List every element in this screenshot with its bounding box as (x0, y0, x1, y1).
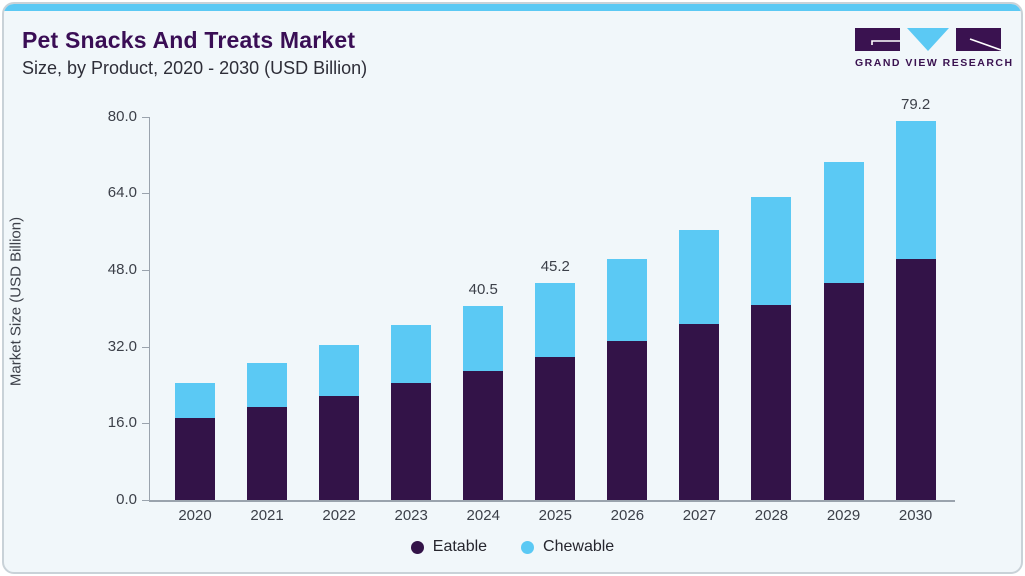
bar-2022-chewable-segment (319, 345, 360, 396)
y-tick-mark-48.0 (142, 270, 149, 272)
logo-r-block-icon (956, 28, 1001, 51)
bar-2029-eatable-segment (823, 283, 864, 500)
y-tick-label-0.0: 0.0 (116, 491, 137, 508)
x-axis-line (149, 500, 955, 502)
x-tick-label-2023: 2023 (394, 507, 428, 524)
bar-2026-chewable-segment (607, 258, 648, 342)
legend-label-chewable: Chewable (543, 538, 615, 555)
y-tick-label-64.0: 64.0 (107, 184, 137, 202)
bar-2025-eatable-segment (535, 357, 576, 500)
bar-2027-chewable-segment (679, 229, 720, 325)
bar-total-label-2025: 45.2 (540, 258, 570, 276)
x-tick-label-2027: 2027 (682, 507, 717, 524)
y-tick-mark-32.0 (142, 346, 149, 348)
bar-2030-eatable-segment (895, 258, 936, 500)
bar-2023-eatable-segment (391, 382, 432, 500)
bar-2025-chewable-segment (535, 283, 576, 358)
bar-2024-eatable-segment (463, 370, 504, 500)
bar-2026-eatable-segment (607, 341, 648, 500)
bar-total-label-2024: 40.5 (468, 281, 498, 298)
bar-2024-chewable-segment (463, 306, 504, 371)
x-tick-label-2029: 2029 (826, 507, 861, 524)
x-tick-label-2021: 2021 (250, 507, 284, 524)
logo-g-block-icon (855, 28, 900, 51)
y-tick-mark-64.0 (142, 193, 149, 195)
bar-2021-chewable-segment (247, 363, 288, 408)
x-tick-label-2024: 2024 (466, 507, 500, 524)
x-tick-label-2022: 2022 (322, 507, 356, 524)
bar-2028-chewable-segment (751, 197, 792, 305)
y-tick-mark-80.0 (142, 116, 149, 118)
chart-legend: Eatable Chewable (0, 538, 1025, 556)
legend-dot-eatable-icon (410, 540, 424, 554)
logo-v-triangle-icon (907, 28, 949, 51)
y-tick-label-48.0: 48.0 (107, 261, 137, 279)
bar-2022-eatable-segment (319, 395, 360, 500)
y-tick-mark-0.0 (142, 500, 149, 501)
bar-2020-chewable-segment (175, 383, 215, 419)
y-tick-label-32.0: 32.0 (107, 337, 137, 355)
logo-glyph-row (855, 28, 1001, 51)
page-title: Pet Snacks And Treats Market (22, 27, 356, 53)
x-tick-label-2030: 2030 (898, 507, 933, 524)
bar-2027-eatable-segment (679, 324, 720, 500)
x-tick-label-2020: 2020 (178, 507, 212, 524)
legend-item-chewable: Chewable (521, 538, 614, 556)
bar-2030-chewable-segment (895, 120, 936, 259)
y-tick-label-16.0: 16.0 (107, 414, 137, 432)
logo-wordmark: GRAND VIEW RESEARCH (855, 57, 1014, 69)
page-subtitle: Size, by Product, 2020 - 2030 (USD Billi… (22, 58, 368, 78)
legend-label-eatable: Eatable (432, 538, 488, 555)
bar-2028-eatable-segment (751, 304, 792, 500)
x-tick-label-2026: 2026 (610, 507, 645, 524)
y-axis-title: Market Size (USD Billion) (7, 216, 25, 387)
grand-view-research-logo-icon: GRAND VIEW RESEARCH (855, 28, 1014, 70)
y-tick-label-80.0: 80.0 (107, 107, 137, 125)
bar-2021-eatable-segment (247, 407, 288, 500)
legend-item-eatable: Eatable (410, 538, 488, 556)
legend-dot-chewable-icon (521, 540, 535, 554)
x-tick-label-2025: 2025 (538, 507, 572, 524)
bar-2023-chewable-segment (391, 324, 432, 383)
bar-2020-eatable-segment (175, 418, 215, 500)
bar-total-label-2030: 79.2 (900, 95, 931, 113)
card-top-accent-bar (4, 4, 1021, 11)
y-tick-mark-16.0 (142, 423, 149, 425)
y-axis-line (149, 116, 150, 500)
x-tick-label-2028: 2028 (754, 507, 789, 524)
bar-2029-chewable-segment (823, 161, 864, 284)
